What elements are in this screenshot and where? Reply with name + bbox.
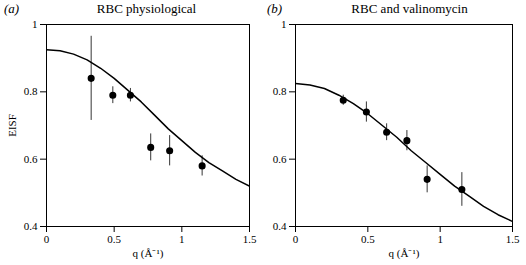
svg-text:1: 1 [281, 18, 287, 30]
svg-text:1: 1 [32, 18, 38, 30]
svg-text:0.6: 0.6 [273, 153, 287, 165]
html-text:(a): (a) [4, 1, 20, 16]
svg-text:q (Å⁻¹): q (Å⁻¹) [133, 247, 164, 260]
svg-text:1: 1 [179, 233, 185, 245]
svg-text:q (Å⁻¹): q (Å⁻¹) [389, 247, 420, 260]
svg-text:0.8: 0.8 [24, 85, 38, 97]
svg-text:1: 1 [437, 233, 443, 245]
html-text:(b): (b) [267, 1, 283, 16]
svg-text:0.4: 0.4 [24, 220, 38, 232]
svg-text:1.5: 1.5 [243, 233, 257, 245]
svg-text:EISF: EISF [6, 114, 18, 137]
svg-text:0.5: 0.5 [361, 233, 375, 245]
html-text:RBC and valinomycin: RBC and valinomycin [351, 1, 468, 16]
svg-text:0.8: 0.8 [273, 85, 287, 97]
svg-text:1.5: 1.5 [506, 233, 520, 245]
html-text:RBC physiological: RBC physiological [96, 1, 197, 16]
svg-text:0.6: 0.6 [24, 153, 38, 165]
svg-text:0: 0 [44, 233, 50, 245]
svg-text:0: 0 [293, 233, 299, 245]
svg-text:0.5: 0.5 [107, 233, 121, 245]
svg-text:0.4: 0.4 [273, 220, 287, 232]
